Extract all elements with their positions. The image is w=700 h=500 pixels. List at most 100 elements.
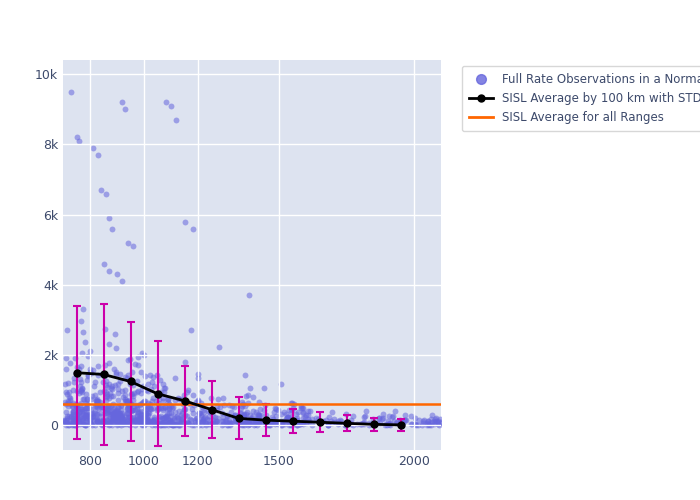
Full Rate Observations in a Normal Point bbox=[413, 416, 424, 424]
Full Rate Observations in a Normal Point bbox=[193, 396, 204, 404]
Full Rate Observations in a Normal Point bbox=[104, 402, 115, 410]
Full Rate Observations in a Normal Point bbox=[430, 416, 442, 424]
Full Rate Observations in a Normal Point bbox=[237, 420, 248, 428]
Full Rate Observations in a Normal Point bbox=[120, 386, 131, 394]
SISL Average by 100 km with STD bbox=[370, 422, 378, 428]
Full Rate Observations in a Normal Point bbox=[69, 378, 80, 386]
Full Rate Observations in a Normal Point bbox=[133, 414, 144, 422]
Full Rate Observations in a Normal Point bbox=[421, 420, 433, 428]
Full Rate Observations in a Normal Point bbox=[171, 420, 182, 428]
Full Rate Observations in a Normal Point bbox=[120, 420, 132, 428]
Full Rate Observations in a Normal Point bbox=[122, 408, 134, 416]
Full Rate Observations in a Normal Point bbox=[145, 404, 156, 412]
Full Rate Observations in a Normal Point bbox=[276, 420, 288, 428]
Full Rate Observations in a Normal Point bbox=[113, 415, 124, 423]
Full Rate Observations in a Normal Point bbox=[103, 418, 114, 426]
Full Rate Observations in a Normal Point bbox=[391, 419, 402, 427]
Full Rate Observations in a Normal Point bbox=[106, 408, 117, 416]
Full Rate Observations in a Normal Point bbox=[95, 403, 106, 411]
Full Rate Observations in a Normal Point bbox=[62, 402, 74, 410]
Full Rate Observations in a Normal Point bbox=[226, 402, 237, 410]
Full Rate Observations in a Normal Point bbox=[175, 395, 186, 403]
Full Rate Observations in a Normal Point bbox=[79, 413, 90, 421]
Full Rate Observations in a Normal Point bbox=[235, 413, 246, 421]
Full Rate Observations in a Normal Point bbox=[99, 410, 111, 418]
Full Rate Observations in a Normal Point bbox=[135, 414, 146, 422]
Full Rate Observations in a Normal Point bbox=[284, 420, 295, 428]
Full Rate Observations in a Normal Point bbox=[154, 418, 165, 426]
Full Rate Observations in a Normal Point bbox=[219, 416, 230, 424]
Full Rate Observations in a Normal Point bbox=[389, 407, 400, 415]
Full Rate Observations in a Normal Point bbox=[108, 410, 120, 418]
Full Rate Observations in a Normal Point bbox=[186, 421, 197, 429]
Full Rate Observations in a Normal Point bbox=[213, 414, 224, 422]
Full Rate Observations in a Normal Point bbox=[258, 406, 270, 414]
Full Rate Observations in a Normal Point bbox=[157, 414, 168, 422]
Full Rate Observations in a Normal Point bbox=[138, 398, 149, 406]
Full Rate Observations in a Normal Point bbox=[283, 406, 294, 413]
Full Rate Observations in a Normal Point bbox=[207, 419, 218, 427]
Full Rate Observations in a Normal Point bbox=[243, 421, 254, 429]
Full Rate Observations in a Normal Point bbox=[172, 414, 183, 422]
Full Rate Observations in a Normal Point bbox=[98, 417, 109, 425]
Full Rate Observations in a Normal Point bbox=[296, 404, 307, 412]
Full Rate Observations in a Normal Point bbox=[300, 414, 311, 422]
Full Rate Observations in a Normal Point bbox=[79, 422, 90, 430]
Full Rate Observations in a Normal Point bbox=[59, 416, 70, 424]
Full Rate Observations in a Normal Point bbox=[167, 416, 178, 424]
Full Rate Observations in a Normal Point bbox=[116, 418, 127, 426]
Full Rate Observations in a Normal Point bbox=[127, 396, 139, 404]
Full Rate Observations in a Normal Point bbox=[169, 422, 181, 430]
Full Rate Observations in a Normal Point bbox=[265, 418, 276, 426]
Full Rate Observations in a Normal Point bbox=[160, 412, 172, 420]
Full Rate Observations in a Normal Point bbox=[374, 414, 385, 422]
Full Rate Observations in a Normal Point bbox=[247, 412, 258, 420]
Full Rate Observations in a Normal Point bbox=[138, 417, 149, 425]
Full Rate Observations in a Normal Point bbox=[127, 242, 139, 250]
Full Rate Observations in a Normal Point bbox=[111, 414, 122, 422]
Full Rate Observations in a Normal Point bbox=[256, 411, 267, 419]
Full Rate Observations in a Normal Point bbox=[286, 399, 297, 407]
Full Rate Observations in a Normal Point bbox=[426, 415, 437, 423]
Full Rate Observations in a Normal Point bbox=[239, 412, 250, 420]
Full Rate Observations in a Normal Point bbox=[120, 418, 132, 426]
Full Rate Observations in a Normal Point bbox=[106, 224, 117, 232]
Full Rate Observations in a Normal Point bbox=[244, 420, 255, 428]
Full Rate Observations in a Normal Point bbox=[173, 394, 184, 402]
Full Rate Observations in a Normal Point bbox=[74, 382, 85, 390]
Full Rate Observations in a Normal Point bbox=[99, 404, 110, 412]
Full Rate Observations in a Normal Point bbox=[89, 421, 100, 429]
Full Rate Observations in a Normal Point bbox=[123, 400, 134, 408]
Full Rate Observations in a Normal Point bbox=[141, 409, 152, 417]
Full Rate Observations in a Normal Point bbox=[85, 410, 97, 418]
Full Rate Observations in a Normal Point bbox=[175, 411, 186, 419]
Full Rate Observations in a Normal Point bbox=[142, 412, 153, 420]
Full Rate Observations in a Normal Point bbox=[384, 420, 395, 428]
Full Rate Observations in a Normal Point bbox=[116, 400, 127, 408]
Full Rate Observations in a Normal Point bbox=[165, 402, 176, 410]
Full Rate Observations in a Normal Point bbox=[291, 414, 302, 422]
Full Rate Observations in a Normal Point bbox=[279, 420, 290, 428]
Full Rate Observations in a Normal Point bbox=[60, 422, 71, 430]
Full Rate Observations in a Normal Point bbox=[151, 406, 162, 414]
Full Rate Observations in a Normal Point bbox=[427, 418, 438, 426]
Full Rate Observations in a Normal Point bbox=[106, 410, 117, 418]
Full Rate Observations in a Normal Point bbox=[139, 405, 150, 413]
Full Rate Observations in a Normal Point bbox=[82, 371, 93, 379]
Full Rate Observations in a Normal Point bbox=[270, 420, 281, 428]
Full Rate Observations in a Normal Point bbox=[81, 399, 92, 407]
Full Rate Observations in a Normal Point bbox=[304, 407, 316, 415]
Full Rate Observations in a Normal Point bbox=[110, 416, 121, 424]
Full Rate Observations in a Normal Point bbox=[108, 412, 119, 420]
Full Rate Observations in a Normal Point bbox=[179, 411, 190, 419]
Full Rate Observations in a Normal Point bbox=[239, 402, 251, 410]
Full Rate Observations in a Normal Point bbox=[129, 360, 140, 368]
Full Rate Observations in a Normal Point bbox=[101, 190, 112, 198]
Full Rate Observations in a Normal Point bbox=[212, 395, 223, 403]
Full Rate Observations in a Normal Point bbox=[129, 402, 140, 409]
Full Rate Observations in a Normal Point bbox=[224, 420, 235, 428]
Full Rate Observations in a Normal Point bbox=[384, 412, 395, 420]
Full Rate Observations in a Normal Point bbox=[143, 420, 154, 428]
Full Rate Observations in a Normal Point bbox=[143, 398, 154, 406]
Full Rate Observations in a Normal Point bbox=[237, 402, 248, 409]
